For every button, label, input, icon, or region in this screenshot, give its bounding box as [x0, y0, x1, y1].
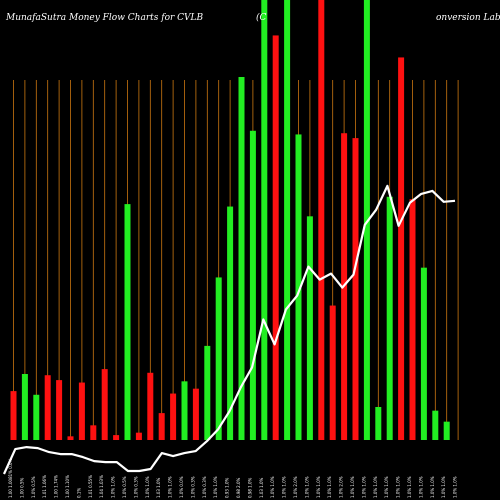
bar	[204, 345, 211, 440]
bar	[44, 375, 51, 440]
x-tick-label: 1.0% 0.3%	[133, 476, 138, 498]
bar	[375, 407, 382, 440]
x-tick-label: 1.03 1.0%	[259, 477, 264, 498]
bar	[249, 130, 256, 440]
x-tick-label: 1.01 1.06%	[42, 475, 47, 498]
x-tick-label: 1.0% 0.3%	[202, 476, 207, 498]
x-tick-label: 0.1%	[76, 488, 81, 498]
bar	[90, 425, 97, 440]
x-tick-label: 1.0% 0.0%	[179, 476, 184, 498]
bar	[10, 391, 17, 440]
x-tick-label: 1.0% 0.5%	[122, 476, 127, 498]
bar	[135, 432, 142, 440]
bar	[295, 134, 302, 440]
x-tick-label: 1.0% 1.0%	[361, 476, 366, 498]
bar	[272, 35, 279, 440]
x-tick-label: 0.98 2.0%	[236, 477, 241, 498]
x-tick-label: 1.0% 1.0%	[270, 476, 275, 498]
x-tick-label: 0.98 1.0%	[247, 477, 252, 498]
x-tick-label: 1.0% 2.0%	[293, 476, 298, 498]
x-tick-label: 1.0% 1.0%	[373, 476, 378, 498]
x-tick-labels: 1.00 1.0081% 0.0% 1.00 0.5% 1.0% 0.5% 1.01 …	[8, 458, 458, 498]
bar	[56, 380, 63, 440]
x-tick-label: 1.0% 1.0%	[282, 476, 287, 498]
chart-title-mid: (C	[256, 12, 267, 23]
bar	[432, 410, 439, 440]
bar	[420, 267, 427, 440]
bar	[33, 394, 40, 440]
x-tick-label: 1.0% 0.5%	[31, 476, 36, 498]
bar	[398, 57, 405, 440]
x-tick-label: 1.0% 1.0%	[430, 476, 435, 498]
bar	[318, 0, 325, 440]
bar-series	[10, 0, 450, 441]
bar	[124, 204, 131, 440]
x-tick-label: 1.00 1.0081% 0.0%	[8, 458, 13, 498]
bar	[261, 0, 268, 440]
x-tick-label: 1.0% 2.0%	[339, 476, 344, 498]
bar	[352, 138, 359, 441]
x-tick-label: 1.0% 1.0%	[213, 476, 218, 498]
x-tick-label: 1.0% 1.0%	[111, 476, 116, 498]
bar	[227, 206, 234, 440]
x-tick-label: 1.0% 1.0%	[441, 476, 446, 498]
bar	[21, 374, 28, 440]
bar	[78, 382, 85, 440]
bar	[170, 393, 177, 440]
bar	[113, 435, 120, 440]
bar	[147, 372, 154, 440]
x-tick-label: 0.93 1.0%	[225, 477, 230, 498]
bar	[386, 196, 393, 440]
bar	[181, 381, 188, 440]
x-tick-label: 1.0% 1.0%	[350, 476, 355, 498]
x-tick-label: 1.00 1.74%	[54, 475, 59, 498]
bar	[329, 305, 336, 440]
x-tick-label: 1.0% 1.0%	[384, 476, 389, 498]
bar	[101, 369, 108, 440]
x-tick-label: 1.00 0.5%	[19, 477, 24, 498]
bar	[67, 436, 74, 440]
x-tick-label: 1.0% 0.3%	[190, 476, 195, 498]
x-tick-label: 1.0% 1.0%	[316, 476, 321, 498]
chart-title-right: onversion Lab	[436, 13, 500, 23]
x-tick-label: 1.0% 1.0%	[304, 476, 309, 498]
bar	[215, 277, 222, 440]
x-tick-label: 1.0% 1.0%	[327, 476, 332, 498]
bar	[443, 421, 450, 440]
x-tick-label: 1.01 0.55%	[88, 475, 93, 498]
x-tick-label: 1.0% 1.0%	[453, 476, 458, 498]
x-tick-label: 1.0% 1.0%	[418, 476, 423, 498]
x-tick-label: 1.0% 1.0%	[396, 476, 401, 498]
x-tick-label: 1.0% 1.0%	[168, 476, 173, 498]
x-tick-label: 1.00 1.10%	[65, 475, 70, 498]
bar	[284, 0, 291, 440]
bar	[409, 199, 416, 440]
chart-title: MunafaSutra Money Flow Charts for CVLB	[5, 13, 204, 23]
bar	[238, 77, 245, 440]
x-tick-label: 1.03 1.0%	[156, 477, 161, 498]
x-tick-label: 1.04 1.03%	[99, 475, 104, 498]
bar	[306, 216, 313, 440]
bar	[363, 0, 370, 440]
bar	[158, 413, 165, 440]
bar	[192, 388, 199, 440]
x-tick-label: 1.0% 1.0%	[407, 476, 412, 498]
x-tick-label: 1.0% 1.0%	[145, 476, 150, 498]
money-flow-line	[2, 184, 456, 475]
